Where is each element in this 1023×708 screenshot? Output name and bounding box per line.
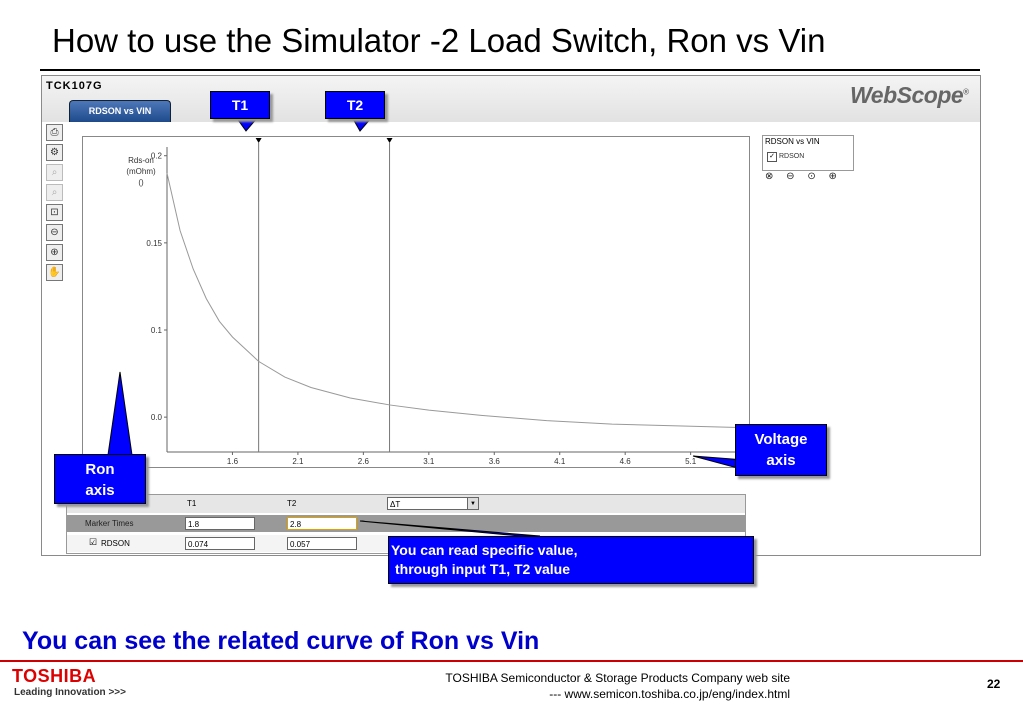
row-label-marker-times: Marker Times [85, 519, 134, 528]
rdson-checkbox[interactable]: ☑ [89, 537, 98, 547]
callout-t1: T1 [210, 91, 270, 119]
series-line-rdson [166, 173, 744, 429]
toshiba-logo: TOSHIBA [12, 666, 97, 686]
zoom-out-disabled-icon[interactable]: ⌕ [46, 184, 63, 201]
t1-input[interactable]: 1.8 [185, 517, 255, 530]
x-tick-label: 5.1 [685, 457, 697, 466]
read-value-callout-pointer [359, 520, 541, 537]
tab-rdson-vs-vin[interactable]: RDSON vs VIN [69, 100, 171, 122]
marker-handle-t1 [255, 138, 262, 143]
app-header: TCK107G RDSON vs VIN WebScope® [42, 76, 980, 122]
y-axis-label: () [138, 178, 144, 187]
slide-title: How to use the Simulator -2 Load Switch,… [52, 22, 826, 59]
y-tick-label: 0.1 [151, 326, 163, 335]
header-t2: T2 [287, 499, 297, 508]
zoom-in-disabled-icon[interactable]: ⌕ [46, 164, 63, 181]
settings-icon[interactable]: ⚙ [46, 144, 63, 161]
callout-voltage-axis: Voltage axis [735, 424, 827, 476]
footer-text: TOSHIBA Semiconductor & Storage Products… [370, 670, 790, 702]
legend-title: RDSON vs VIN [765, 137, 820, 146]
y-tick-label: 0.0 [151, 413, 163, 422]
callout-read-values-line2: through input T1, T2 value [395, 561, 570, 577]
zoom-out-icon[interactable]: ⊖ [46, 224, 63, 241]
page-number: 22 [987, 677, 1001, 691]
footer-line2: --- www.semicon.toshiba.co.jp/eng/index.… [549, 687, 790, 701]
footer-divider [0, 660, 1023, 662]
y-tick-label: 0.2 [151, 152, 163, 161]
x-tick-label: 2.6 [358, 457, 370, 466]
zoom-in-icon[interactable]: ⊕ [46, 244, 63, 261]
delta-select-value: ΔT [390, 500, 401, 509]
title-divider [40, 69, 980, 71]
t2-input[interactable]: 2.8 [287, 517, 357, 530]
t1-callout-pointer [235, 116, 260, 132]
x-tick-label: 3.1 [423, 457, 435, 466]
legend: RDSON vs VIN ✓ RDSON [762, 135, 854, 171]
t2-callout-pointer [351, 116, 374, 132]
y-axis-label: (mOhm) [126, 167, 156, 176]
x-tick-label: 4.6 [620, 457, 632, 466]
print-icon[interactable]: ⎙ [46, 124, 63, 141]
zoom-box-icon[interactable]: ⊡ [46, 204, 63, 221]
footer-line1: TOSHIBA Semiconductor & Storage Products… [445, 671, 790, 685]
table-row-marker-times: Marker Times 1.8 2.8 [67, 515, 745, 532]
callout-read-values: You can read specific value, through inp… [388, 536, 754, 584]
toshiba-tagline: Leading Innovation >>> [14, 687, 126, 698]
y-tick-label: 0.15 [146, 239, 162, 248]
delta-select[interactable]: ΔT ▼ [387, 497, 479, 510]
rdson-chart: 0.2 0.15 0.1 0.0 1.6 2.1 2.6 3.1 3.6 4.1 4.6 5.1 Rds… [126, 138, 744, 466]
logo-text: WebScope [850, 82, 964, 108]
header-t1: T1 [187, 499, 197, 508]
x-tick-label: 1.6 [227, 457, 239, 466]
ron-callout-pointer [107, 371, 133, 456]
table-header: T1 T2 ΔT ▼ [67, 495, 745, 513]
callout-voltage-axis-text: Voltage axis [754, 431, 808, 469]
webscope-logo: WebScope® [850, 82, 969, 109]
row-label-rdson: RDSON [101, 539, 130, 548]
x-tick-label: 3.6 [489, 457, 501, 466]
chevron-down-icon[interactable]: ▼ [467, 498, 478, 509]
x-tick-label: 2.1 [292, 457, 304, 466]
x-tick-label: 4.1 [554, 457, 566, 466]
callout-ron-axis: Ron axis [54, 454, 146, 504]
callout-read-values-line1: You can read specific value, [391, 542, 578, 558]
logo-registered-mark: ® [963, 87, 969, 97]
legend-controls[interactable]: ⊗ ⊖ ⊙ ⊕ [765, 171, 842, 182]
t1-value: 0.074 [185, 537, 255, 550]
device-name: TCK107G [46, 80, 103, 92]
legend-item-rdson: RDSON [779, 153, 805, 160]
callout-ron-axis-text: Ron axis [85, 461, 115, 499]
y-axis-label: Rds-on [128, 156, 154, 165]
chart-toolbar: ⎙ ⚙ ⌕ ⌕ ⊡ ⊖ ⊕ ✋ [44, 124, 63, 284]
t2-value: 0.057 [287, 537, 357, 550]
bottom-heading: You can see the related curve of Ron vs … [22, 627, 540, 655]
plot-area[interactable]: 0.2 0.15 0.1 0.0 1.6 2.1 2.6 3.1 3.6 4.1 4.6 5.1 Rds… [82, 136, 750, 468]
marker-handle-t2 [386, 138, 393, 143]
callout-t2: T2 [325, 91, 385, 119]
pan-hand-icon[interactable]: ✋ [46, 264, 63, 281]
legend-checkbox-rdson[interactable]: ✓ [767, 152, 777, 162]
